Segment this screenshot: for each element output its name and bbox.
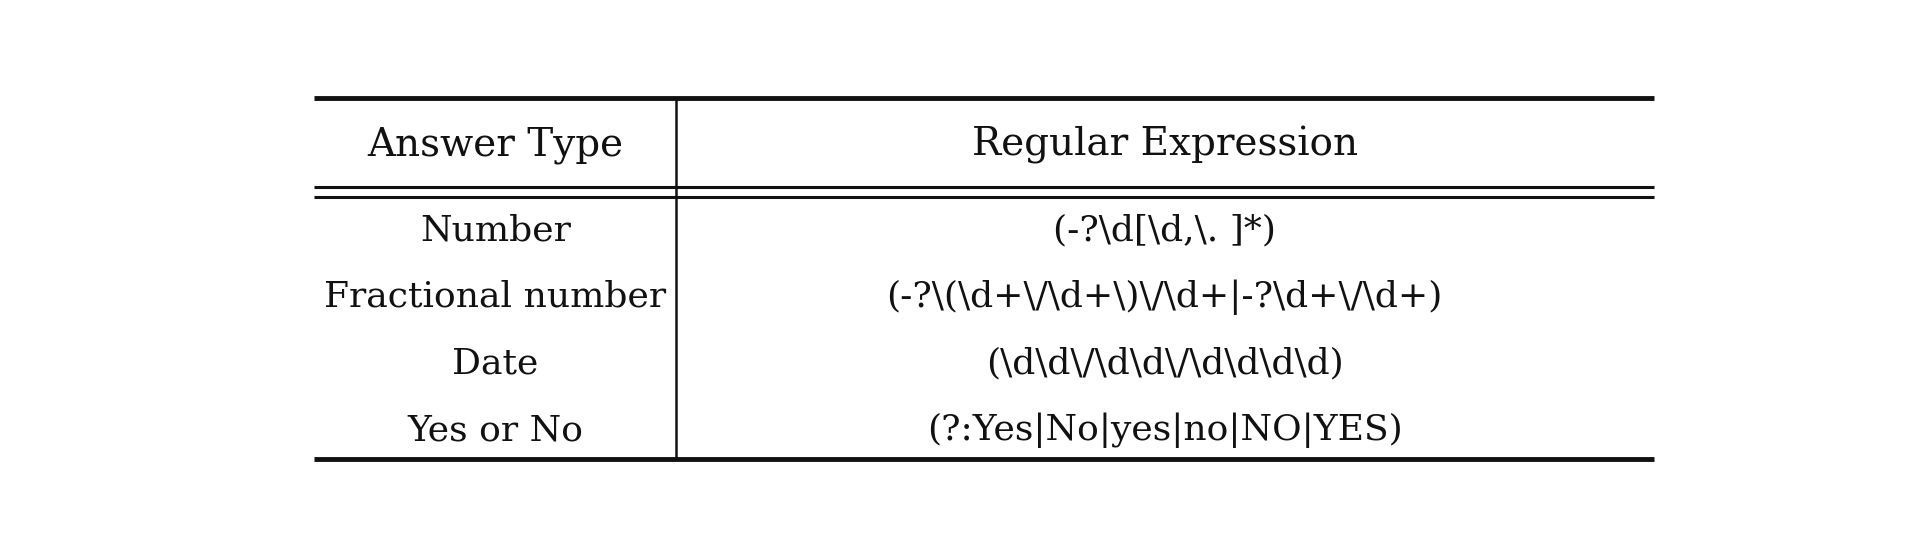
- Text: Number: Number: [420, 213, 570, 247]
- Text: (?:Yes|No|yes|no|NO|YES): (?:Yes|No|yes|no|NO|YES): [927, 413, 1404, 448]
- Text: Regular Expression: Regular Expression: [972, 126, 1357, 164]
- Text: Yes or No: Yes or No: [407, 413, 584, 447]
- Text: (-?\(\d+\/\d+\)\/\d+|-?\d+\/\d+): (-?\(\d+\/\d+\)\/\d+|-?\d+\/\d+): [887, 279, 1444, 315]
- Text: Date: Date: [451, 347, 538, 381]
- Text: Answer Type: Answer Type: [367, 126, 624, 163]
- Text: (\d\d\/\d\d\/\d\d\d\d): (\d\d\/\d\d\/\d\d\d\d): [985, 347, 1344, 381]
- Text: (-?\d[\d,\. ]*): (-?\d[\d,\. ]*): [1054, 213, 1277, 247]
- Text: Fractional number: Fractional number: [324, 280, 666, 314]
